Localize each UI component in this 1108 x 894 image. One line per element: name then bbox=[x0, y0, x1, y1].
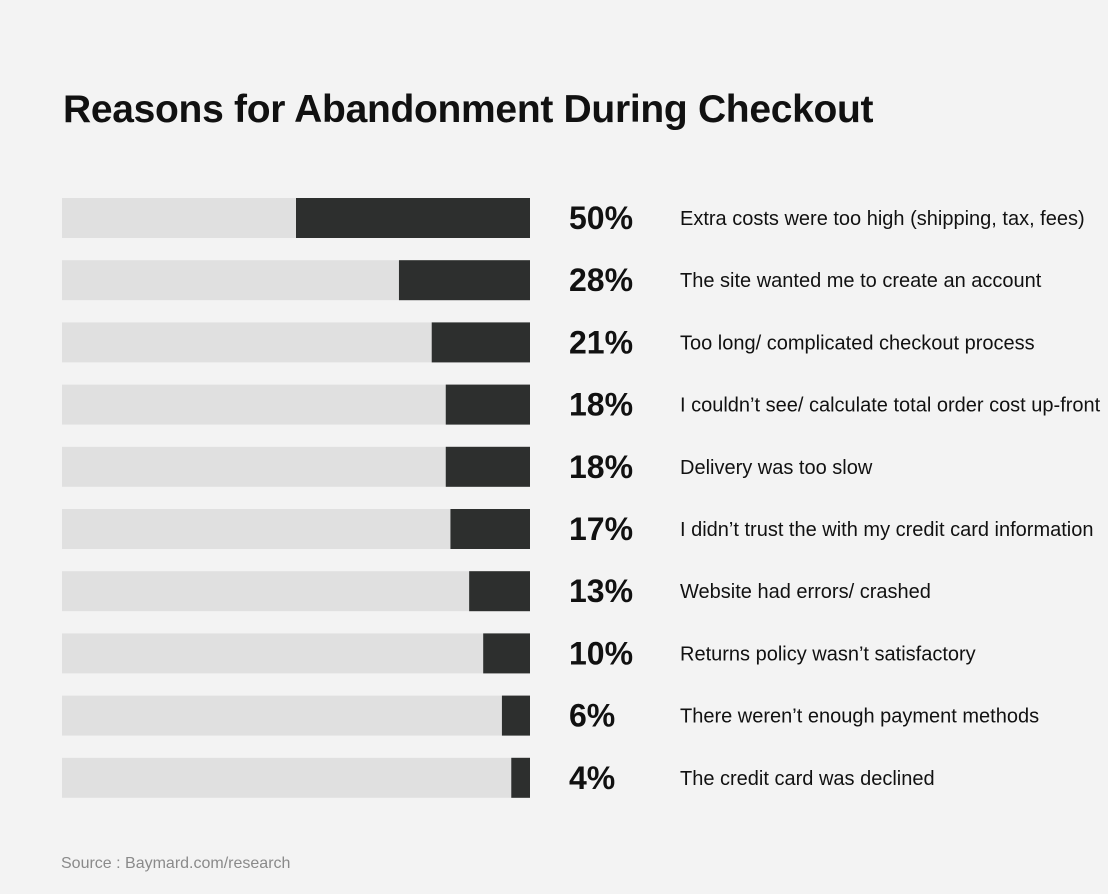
bar-row: 18% I couldn’t see/ calculate total order… bbox=[62, 384, 1101, 425]
bar-track bbox=[62, 757, 530, 798]
category-label: There weren’t enough payment methods bbox=[680, 706, 1039, 728]
category-label: Delivery was too slow bbox=[680, 457, 873, 479]
bar bbox=[431, 322, 530, 363]
value-label: 17% bbox=[569, 511, 633, 547]
bar bbox=[450, 509, 530, 549]
category-label: Extra costs were too high (shipping, tax… bbox=[680, 208, 1085, 230]
value-label: 21% bbox=[569, 324, 633, 360]
bar-row: 21% Too long/ complicated checkout proces… bbox=[62, 322, 1035, 363]
bar bbox=[296, 198, 530, 238]
bar-track bbox=[62, 695, 530, 736]
bar-row: 4% The credit card was declined bbox=[62, 757, 935, 798]
category-label: I couldn’t see/ calculate total order co… bbox=[680, 395, 1101, 417]
value-label: 18% bbox=[569, 387, 633, 423]
bar-row: 17% I didn’t trust the with my credit car… bbox=[62, 509, 1094, 549]
category-label: Website had errors/ crashed bbox=[680, 581, 931, 603]
value-label: 6% bbox=[569, 698, 615, 734]
bar-row: 13% Website had errors/ crashed bbox=[62, 571, 931, 612]
bar-row: 10% Returns policy wasn’t satisfactory bbox=[62, 633, 976, 674]
bar-track bbox=[62, 571, 530, 612]
bar bbox=[469, 571, 530, 612]
bar-row: 18% Delivery was too slow bbox=[62, 446, 873, 487]
bars-layer: 50% Extra costs were too high (shipping, … bbox=[62, 198, 1101, 798]
source-note: Source : Baymard.com/research bbox=[61, 855, 291, 872]
bar bbox=[511, 757, 530, 798]
value-label: 4% bbox=[569, 760, 615, 796]
bar-row: 28% The site wanted me to create an accou… bbox=[62, 260, 1042, 301]
chart-title: Reasons for Abandonment During Checkout bbox=[63, 88, 874, 131]
category-label: Returns policy wasn’t satisfactory bbox=[680, 643, 976, 665]
value-label: 28% bbox=[569, 262, 633, 298]
category-label: The credit card was declined bbox=[680, 768, 935, 790]
bar bbox=[398, 260, 530, 301]
category-label: I didn’t trust the with my credit card i… bbox=[680, 519, 1094, 541]
bar-row: 6% There weren’t enough payment methods bbox=[62, 695, 1039, 736]
bar bbox=[445, 384, 530, 425]
bar bbox=[501, 695, 530, 736]
bar-row: 50% Extra costs were too high (shipping, … bbox=[62, 198, 1085, 238]
value-label: 13% bbox=[569, 573, 633, 609]
category-label: Too long/ complicated checkout process bbox=[680, 332, 1035, 354]
value-label: 50% bbox=[569, 200, 633, 236]
category-label: The site wanted me to create an account bbox=[680, 270, 1042, 292]
bar bbox=[445, 446, 530, 487]
bar-track bbox=[62, 633, 530, 674]
value-label: 18% bbox=[569, 449, 633, 485]
bar bbox=[483, 633, 530, 674]
value-label: 10% bbox=[569, 635, 633, 671]
